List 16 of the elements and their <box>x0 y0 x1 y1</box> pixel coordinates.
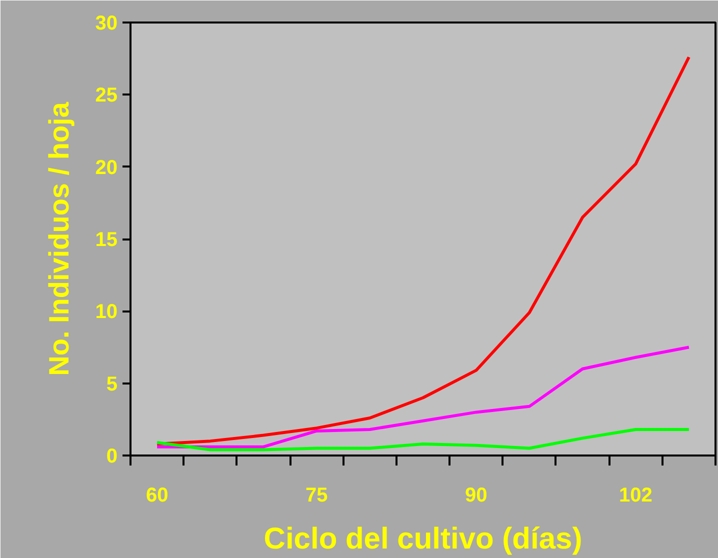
x-tick-label: 60 <box>146 484 168 506</box>
line-series <box>156 56 690 446</box>
line-series <box>156 346 690 448</box>
x-axis-title: Ciclo del cultivo (días) <box>264 522 582 556</box>
y-axis-title: No. Individuos / hoja <box>43 102 74 376</box>
y-tick-label: 0 <box>106 446 118 468</box>
y-tick-label: 25 <box>95 84 118 107</box>
x-tick-label: 75 <box>306 484 328 506</box>
y-tick-label: 30 <box>95 12 118 34</box>
y-tick-label: 20 <box>95 156 118 179</box>
y-tick-label: 5 <box>106 373 118 396</box>
line-series <box>156 428 690 452</box>
x-tick-label: 90 <box>465 484 488 506</box>
y-tick-label: 10 <box>95 301 118 324</box>
y-tick-label: 15 <box>95 229 118 251</box>
x-tick-label: 102 <box>619 484 652 506</box>
